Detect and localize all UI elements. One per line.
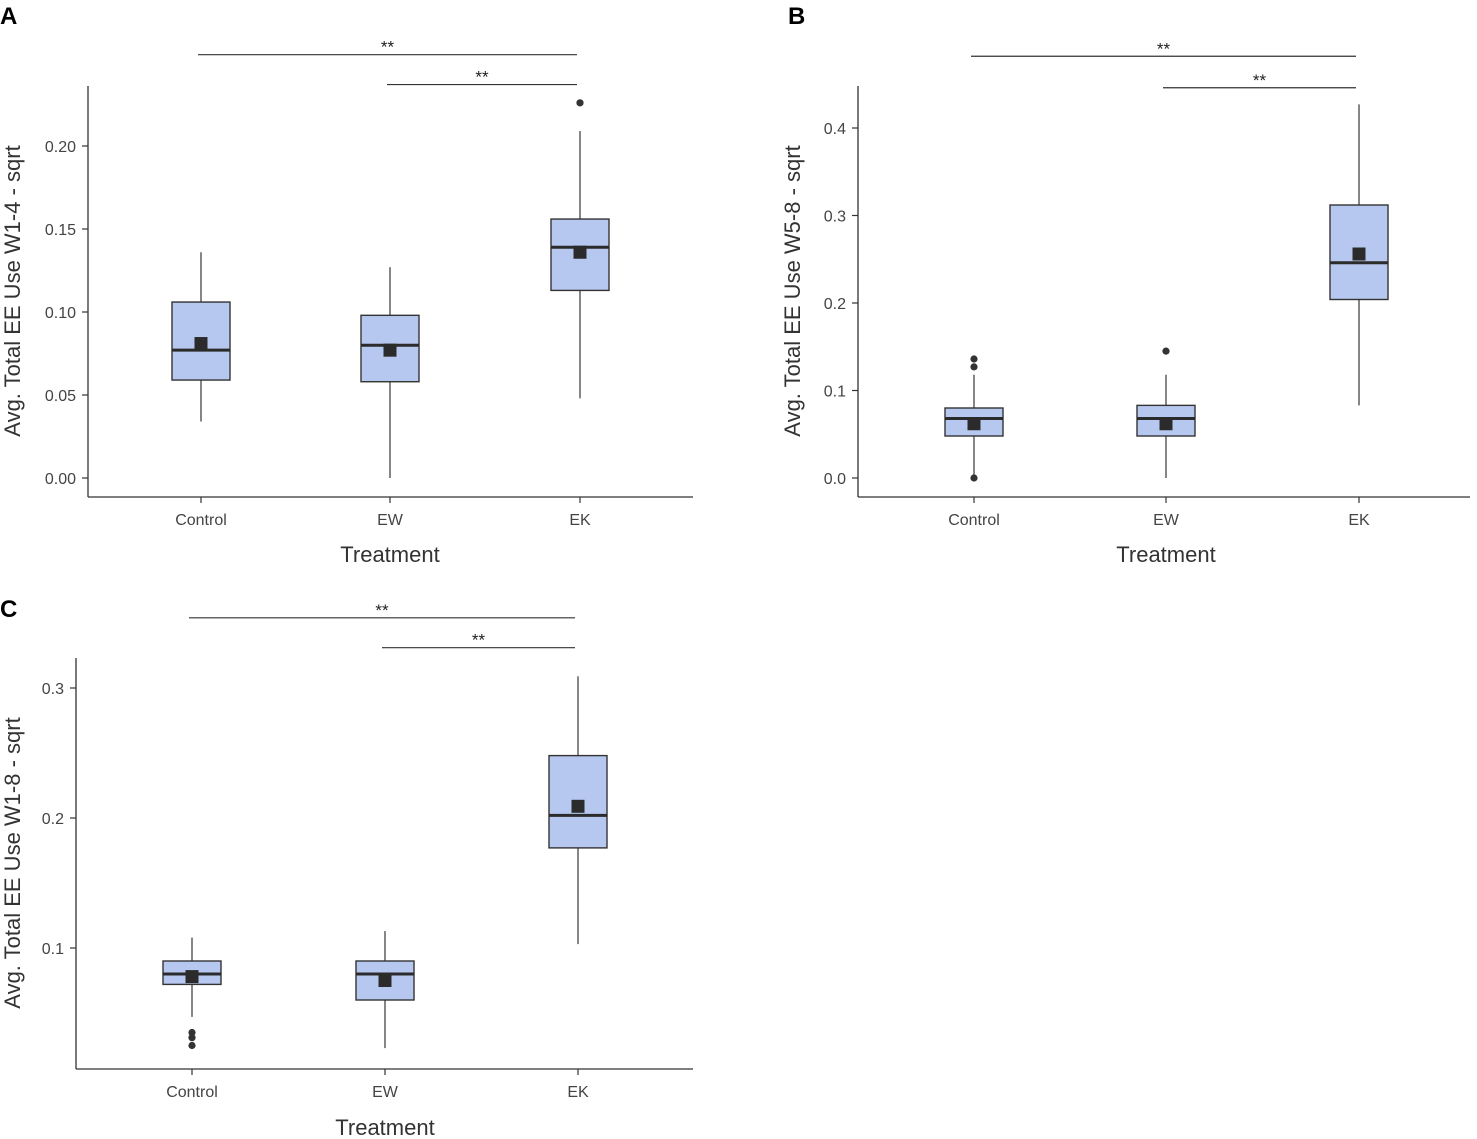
y-tick-label: 0.4 bbox=[824, 121, 846, 138]
outlier-point bbox=[970, 474, 978, 482]
x-tick-label-ew: EW bbox=[377, 512, 404, 529]
box-control bbox=[171, 252, 231, 422]
y-tick-label: 0.1 bbox=[824, 384, 846, 401]
mean-marker bbox=[1352, 247, 1366, 261]
y-tick-label: 0.3 bbox=[824, 209, 846, 226]
outlier-point bbox=[188, 1034, 196, 1042]
panel-b: B Avg. Total EE Use W5-8 - sqrt Treatmen… bbox=[780, 3, 1470, 567]
x-axis-title: Treatment bbox=[340, 542, 439, 567]
box-ek bbox=[548, 676, 608, 945]
x-tick-label-ek: EK bbox=[1348, 512, 1370, 529]
mean-marker bbox=[573, 245, 587, 259]
mean-marker bbox=[1159, 417, 1173, 431]
mean-marker bbox=[571, 799, 585, 813]
box-ew bbox=[355, 931, 415, 1049]
y-tick-label: 0.1 bbox=[42, 941, 64, 958]
mean-marker bbox=[378, 974, 392, 987]
x-tick-label-ek: EK bbox=[569, 512, 591, 529]
x-tick-label-control: Control bbox=[166, 1084, 218, 1101]
mean-marker bbox=[967, 417, 981, 431]
panel-letter: A bbox=[0, 3, 17, 30]
outlier-point bbox=[576, 99, 584, 107]
outlier-point bbox=[188, 1041, 196, 1050]
outlier-point bbox=[1162, 347, 1170, 355]
box-control bbox=[944, 355, 1004, 482]
significance-label: ** bbox=[375, 601, 389, 620]
y-tick-label: 0.2 bbox=[824, 296, 846, 313]
x-tick-label-ek: EK bbox=[567, 1084, 589, 1101]
x-tick-label-control: Control bbox=[948, 512, 1000, 529]
outlier-point bbox=[970, 355, 978, 363]
y-tick-label: 0.20 bbox=[45, 139, 76, 156]
panel-a: A Avg. Total EE Use W1-4 - sqrt Treatmen… bbox=[0, 3, 693, 567]
outlier-point bbox=[970, 363, 978, 371]
box-ek bbox=[550, 99, 610, 399]
box-ek bbox=[1329, 104, 1389, 406]
box-ew bbox=[1136, 347, 1196, 478]
y-tick-label: 0.05 bbox=[45, 388, 76, 405]
mean-marker bbox=[194, 337, 208, 351]
y-axis-title: Avg. Total EE Use W1-4 - sqrt bbox=[0, 145, 25, 436]
iqr-box bbox=[1329, 204, 1389, 301]
mean-marker bbox=[185, 970, 199, 984]
y-tick-label: 0.2 bbox=[42, 811, 64, 828]
y-axis-title: Avg. Total EE Use W5-8 - sqrt bbox=[780, 145, 805, 436]
x-tick-label-control: Control bbox=[175, 512, 227, 529]
panel-letter: B bbox=[788, 3, 805, 30]
significance-label: ** bbox=[472, 631, 486, 650]
outlier-point bbox=[188, 1028, 196, 1037]
x-axis-title: Treatment bbox=[335, 1115, 434, 1139]
y-tick-label: 0.10 bbox=[45, 305, 76, 322]
y-tick-label: 0.15 bbox=[45, 222, 76, 239]
box-ew bbox=[360, 267, 420, 478]
x-axis-title: Treatment bbox=[1116, 542, 1215, 567]
significance-label: ** bbox=[1253, 71, 1267, 90]
panel-c: C Avg. Total EE Use W1-8 - sqrt Treatmen… bbox=[0, 596, 693, 1139]
y-tick-label: 0.00 bbox=[45, 471, 76, 488]
panel-letter: C bbox=[0, 596, 17, 623]
significance-label: ** bbox=[1157, 39, 1171, 58]
y-tick-label: 0.3 bbox=[42, 681, 64, 698]
x-tick-label-ew: EW bbox=[372, 1084, 399, 1101]
x-tick-label-ew: EW bbox=[1153, 512, 1180, 529]
y-axis-title: Avg. Total EE Use W1-8 - sqrt bbox=[0, 717, 25, 1008]
y-tick-label: 0.0 bbox=[824, 471, 846, 488]
significance-label: ** bbox=[381, 38, 395, 57]
box-control bbox=[162, 937, 222, 1050]
significance-label: ** bbox=[475, 68, 489, 87]
mean-marker bbox=[383, 343, 397, 357]
